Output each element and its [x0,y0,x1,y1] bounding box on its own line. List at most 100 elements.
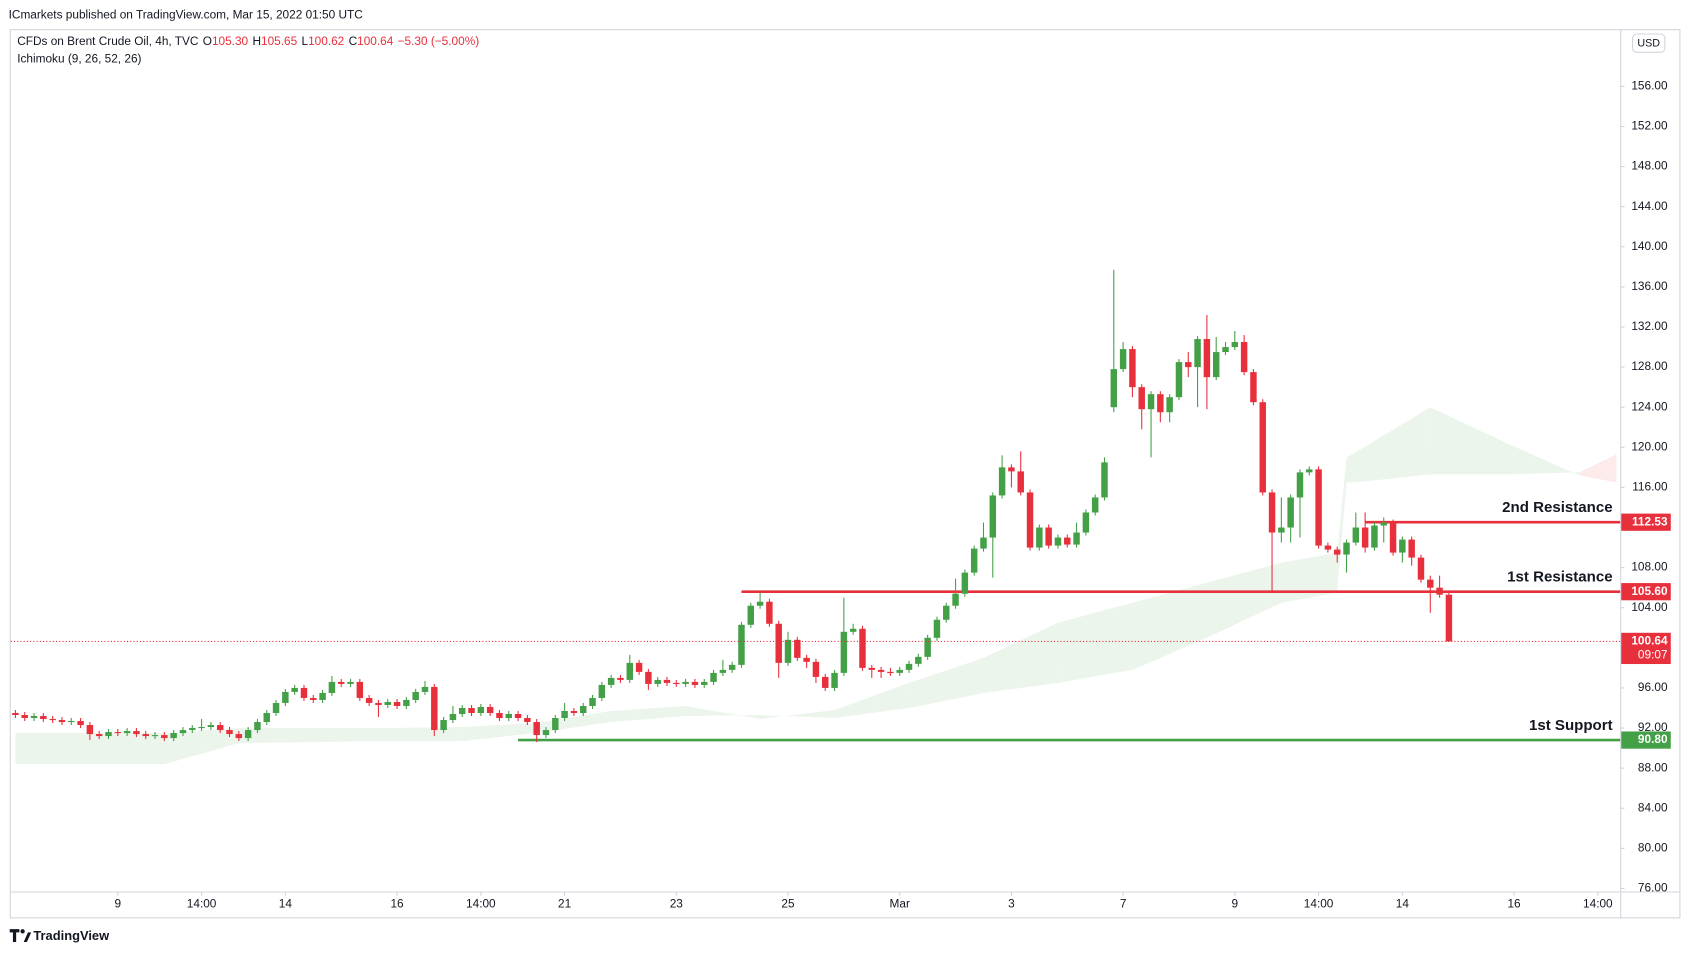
x-tick-label: 25 [781,897,795,911]
candle-body [468,707,475,714]
candle-body [1417,557,1425,580]
y-tick-label: 156.00 [1631,79,1668,93]
candle-body [1352,527,1360,543]
change: −5.30 (−5.00%) [398,34,480,48]
ichimoku-cloud [1132,582,1207,670]
candle-body [1138,387,1145,410]
candle-body [300,687,308,698]
candle-body [179,730,187,734]
candle-body [30,716,38,719]
candle-body [1408,539,1415,558]
candle-body [86,725,94,735]
ichimoku-cloud [1346,452,1356,483]
candle-body [524,718,531,723]
level-price: 105.60 [1631,584,1668,598]
candle-body [654,679,661,684]
candle-body [626,662,633,680]
candle-body [1119,349,1127,370]
x-tick-label: 14 [1396,897,1410,911]
candle-body [552,718,559,731]
logo-dot [20,929,25,934]
candle-body [887,671,894,673]
candle-body [1082,512,1090,533]
candle-body [1231,342,1239,348]
y-tick-label: 136.00 [1631,279,1668,293]
candle-body [1445,594,1453,642]
candle-body [589,697,596,706]
y-tick-label: 116.00 [1632,480,1668,494]
candle-body [747,605,755,625]
candle-body [1017,471,1024,493]
candle-body [803,657,810,662]
candle-body [673,682,680,685]
ichimoku-cloud [313,728,388,743]
y-tick-label: 84.00 [1638,800,1668,814]
candle-body [161,735,168,739]
level-label: 1st Resistance [1507,569,1613,586]
candle-body [21,715,28,719]
candle-body [980,537,987,549]
candle-body [1026,492,1034,548]
candle-body [189,728,196,731]
candle-body [896,669,903,673]
candle-body [1129,349,1136,388]
candle-body [216,725,224,731]
candle-body [1278,527,1285,533]
candle-body [924,637,931,657]
candle-body [1389,522,1397,553]
candle-body [775,623,782,663]
x-tick-label: 9 [1232,897,1239,911]
candle-body [943,605,950,620]
ohlc-key: L [301,34,308,48]
candle-body [263,713,270,723]
candle-body [1240,342,1248,373]
candle-body [1073,532,1080,545]
candle-body [1324,545,1332,550]
candle-body [170,733,177,739]
candle-body [254,722,261,731]
candle-body [68,721,75,723]
candle-body [579,705,587,714]
ichimoku-cloud [164,728,239,765]
candle-body [477,706,485,714]
candle-body [738,624,745,665]
candle-body [691,681,699,685]
candle-body [337,681,345,684]
candle-body [915,656,922,664]
candle-body [1361,527,1369,548]
ichimoku-cloud [1206,562,1282,638]
ichimoku-cloud [1281,552,1338,603]
x-tick-label: 23 [670,897,684,911]
y-tick-label: 124.00 [1631,399,1668,413]
candle-body [1333,549,1341,555]
x-tick-label: 14:00 [1304,897,1334,911]
candle-body [505,714,512,719]
logo-mark [9,929,20,943]
candle-body [617,677,624,680]
x-tick-label: 9 [115,897,122,911]
ichimoku-cloud [387,727,463,742]
candle-body [998,467,1006,496]
x-tick-label: 16 [1507,897,1521,911]
candle-body [123,731,131,734]
candle-body [1380,522,1387,526]
ichimoku-cloud [834,682,910,719]
candle-body [114,732,122,734]
candle-body [1306,469,1313,473]
candle-body [1203,339,1211,378]
candle-body [431,686,438,731]
candle-body [347,681,354,684]
candle-body [514,714,522,719]
ohlc-value: 105.30 [212,34,249,48]
candle-body [877,669,885,672]
level-price-box [1621,513,1671,531]
candle-body [1212,352,1220,378]
y-tick-label: 92.00 [1638,720,1668,734]
candle-body [598,684,606,698]
ichimoku-cloud [1057,602,1133,683]
last-price-box [1621,632,1671,665]
candle-body [1427,579,1434,588]
x-tick-label: 21 [558,897,571,911]
currency-box[interactable] [1632,33,1666,53]
